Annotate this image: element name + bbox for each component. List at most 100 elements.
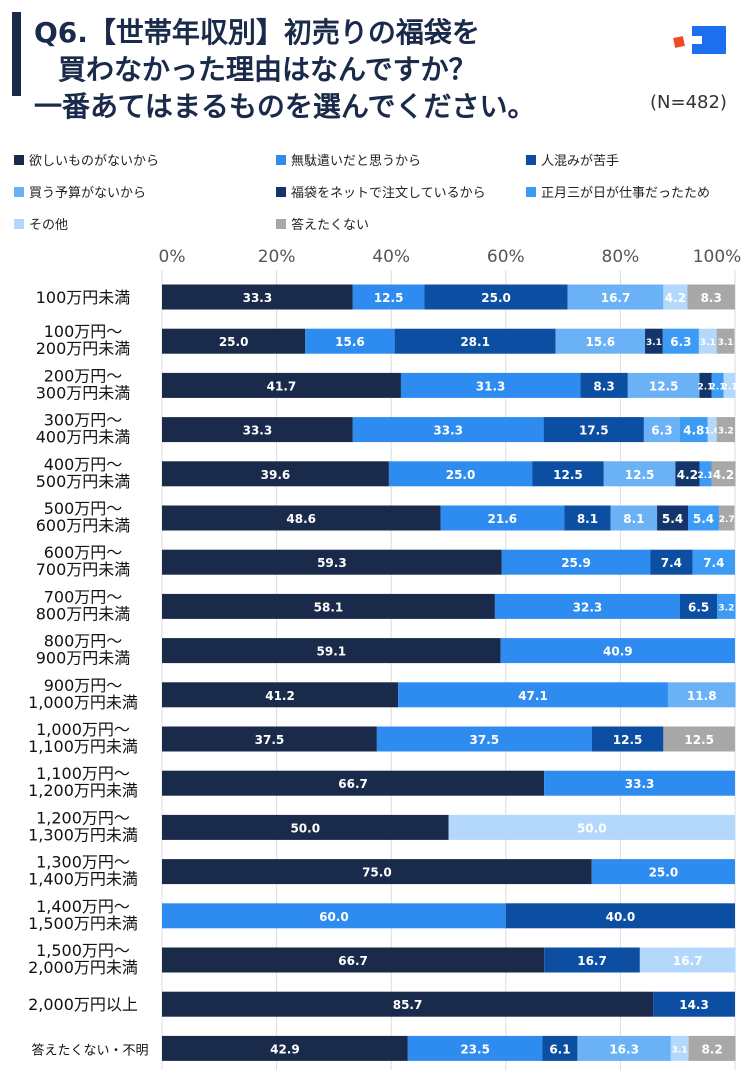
data-label: 4.2	[665, 291, 686, 305]
bar-segment	[162, 859, 592, 885]
data-label: 47.1	[518, 689, 548, 703]
data-label: 28.1	[460, 335, 490, 349]
bar-segment	[162, 903, 506, 929]
bar-segment	[440, 505, 565, 531]
bar-segment	[162, 284, 353, 310]
legend-label: 買う予算がないから	[29, 186, 147, 201]
data-label: 7.4	[703, 556, 724, 570]
data-label: 12.5	[684, 733, 714, 747]
data-label: 12.5	[374, 291, 404, 305]
bar-segment	[162, 1035, 408, 1061]
data-label: 39.6	[261, 468, 291, 482]
bar-segment	[670, 1035, 689, 1061]
data-label: 50.0	[290, 821, 320, 835]
data-label: 75.0	[362, 866, 392, 880]
data-label: 4.2	[677, 468, 698, 482]
legend-item: 正月三が日が仕事だったため	[526, 182, 710, 201]
bar-segment	[555, 328, 646, 354]
category-label: 800万円〜 900万円未満	[36, 632, 131, 668]
bar-segment	[679, 417, 708, 443]
data-label: 2.1	[698, 382, 714, 392]
data-label: 85.7	[393, 998, 423, 1012]
legend-label: 福袋をネットで注文しているから	[291, 186, 486, 201]
data-label: 16.7	[673, 954, 703, 968]
data-label: 66.7	[338, 954, 368, 968]
category-label: 答えたくない・不明	[31, 1042, 148, 1058]
data-label: 15.6	[335, 335, 365, 349]
bar-segment	[687, 284, 735, 310]
legend-label: 無駄遣いだと思うから	[291, 154, 422, 169]
data-label: 6.3	[670, 335, 691, 349]
category-label: 500万円〜 600万円未満	[36, 499, 131, 535]
category-label: 1,300万円〜 1,400万円未満	[28, 853, 138, 889]
bar-segment	[398, 682, 668, 708]
bar-segment	[688, 505, 719, 531]
data-label: 40.0	[606, 910, 636, 924]
data-label: 14.3	[679, 998, 709, 1012]
data-label: 2.7	[719, 515, 735, 525]
data-label: 25.0	[219, 335, 249, 349]
bar-segment	[543, 417, 644, 443]
legend-item: 答えたくない	[276, 214, 369, 233]
legend-item: 人混みが苦手	[526, 150, 619, 169]
bar-segment	[448, 814, 735, 840]
bar-segment	[162, 991, 654, 1017]
chart-title-line: 買わなかった理由はなんですか？	[58, 53, 477, 86]
bar-segment	[567, 284, 664, 310]
data-label: 5.4	[693, 512, 714, 526]
bar-segment	[662, 328, 699, 354]
bar-segment	[698, 328, 717, 354]
data-label: 21.6	[488, 512, 518, 526]
bar-segment	[675, 461, 700, 487]
category-label: 400万円〜 500万円未満	[36, 455, 131, 491]
category-label: 1,400万円〜 1,500万円未満	[28, 897, 138, 933]
bar-segment	[711, 461, 736, 487]
data-label: 16.7	[601, 291, 631, 305]
chart-title: Q6.【世帯年収別】初売りの福袋を 買わなかった理由はなんですか？ 一番あてはま…	[34, 14, 634, 125]
bar-segment	[162, 372, 401, 398]
data-label: 25.9	[561, 556, 591, 570]
category-label: 1,000万円〜 1,100万円未満	[28, 720, 138, 756]
data-label: 12.5	[613, 733, 643, 747]
legend-label: その他	[29, 218, 69, 233]
bar-segment	[501, 549, 651, 575]
data-label: 23.5	[460, 1042, 490, 1056]
title-accent-bar	[12, 12, 21, 96]
brand-logo-icon	[670, 22, 730, 58]
bar-segment	[544, 947, 640, 973]
bar-segment	[639, 947, 736, 973]
legend-item: 買う予算がないから	[14, 182, 146, 201]
bar-segment	[591, 726, 664, 752]
bar-segment	[162, 682, 399, 708]
x-tick-label: 0%	[159, 247, 186, 267]
bar-segment	[716, 417, 735, 443]
bar-segment	[711, 372, 724, 398]
bar-segment	[707, 417, 717, 443]
bar-segment	[692, 549, 735, 575]
bar-segment	[627, 372, 700, 398]
data-label: 8.2	[701, 1042, 722, 1056]
data-label: 48.6	[286, 512, 316, 526]
data-label: 58.1	[314, 600, 344, 614]
category-label: 900万円〜 1,000万円未満	[28, 676, 138, 712]
bar-segment	[162, 461, 389, 487]
category-label: 700万円〜 800万円未満	[36, 587, 131, 623]
bar-segment	[723, 372, 736, 398]
data-label: 12.5	[649, 379, 679, 393]
data-label: 12.5	[553, 468, 583, 482]
bar-segment	[603, 461, 676, 487]
bar-segment	[162, 770, 545, 796]
bar-segment	[699, 461, 712, 487]
x-tick-label: 20%	[258, 247, 296, 267]
sample-size-label: (N=482)	[650, 92, 727, 113]
bar-segment	[542, 1035, 578, 1061]
x-tick-label: 60%	[487, 247, 525, 267]
data-label: 41.2	[265, 689, 295, 703]
data-label: 8.3	[701, 291, 722, 305]
stacked-bar-chart: 0% 20% 40% 60% 80% 100% 100万円未満 33.3 12.5 25.0 16.…	[28, 247, 741, 1070]
bar-segment	[610, 505, 658, 531]
data-label: 12.5	[625, 468, 655, 482]
bar-segment	[667, 682, 736, 708]
legend-label: 正月三が日が仕事だったため	[541, 186, 711, 201]
bar-segment	[663, 726, 735, 752]
